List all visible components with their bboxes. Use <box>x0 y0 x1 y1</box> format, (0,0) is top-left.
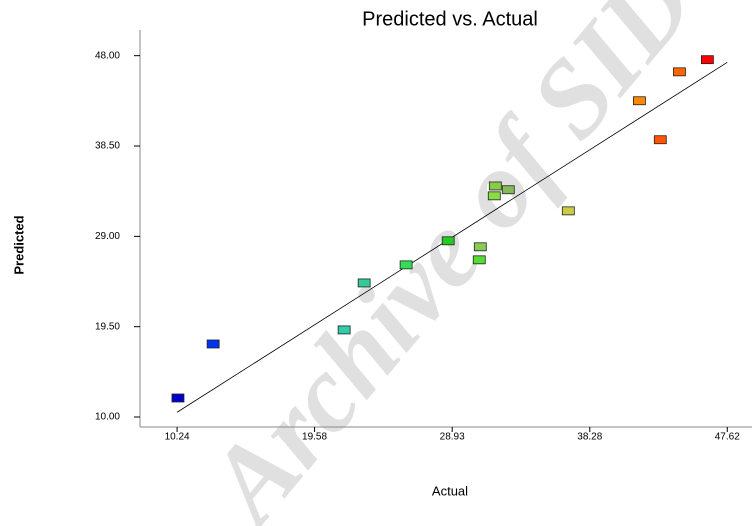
y-tick-label: 38.50 <box>95 141 120 152</box>
point <box>473 242 487 252</box>
x-tick-label: 10.24 <box>165 432 190 443</box>
chart-title: Predicted vs. Actual <box>362 8 538 30</box>
point <box>337 325 351 335</box>
point <box>399 260 413 270</box>
watermark: Archive of SID <box>180 0 717 526</box>
point <box>357 278 371 288</box>
point <box>472 255 486 265</box>
point <box>206 339 220 349</box>
y-tick-label: 10.00 <box>95 412 120 423</box>
point <box>653 135 667 145</box>
point <box>487 191 501 201</box>
x-tick-label: 47.62 <box>715 432 740 443</box>
x-axis-label: Actual <box>432 483 468 498</box>
point <box>441 236 455 246</box>
point <box>501 185 515 195</box>
y-axis-label: Predicted <box>11 215 26 274</box>
point <box>633 96 646 106</box>
x-tick-label: 38.28 <box>577 432 602 443</box>
point <box>561 206 575 216</box>
y-tick-label: 48.00 <box>95 50 120 61</box>
point <box>171 393 185 403</box>
y-tick-label: 19.50 <box>95 321 120 332</box>
point <box>701 55 714 65</box>
point <box>488 181 502 191</box>
x-tick-label: 28.93 <box>440 432 465 443</box>
point <box>673 67 686 77</box>
x-tick-label: 19.58 <box>302 432 327 443</box>
y-tick-label: 29.00 <box>95 231 120 242</box>
